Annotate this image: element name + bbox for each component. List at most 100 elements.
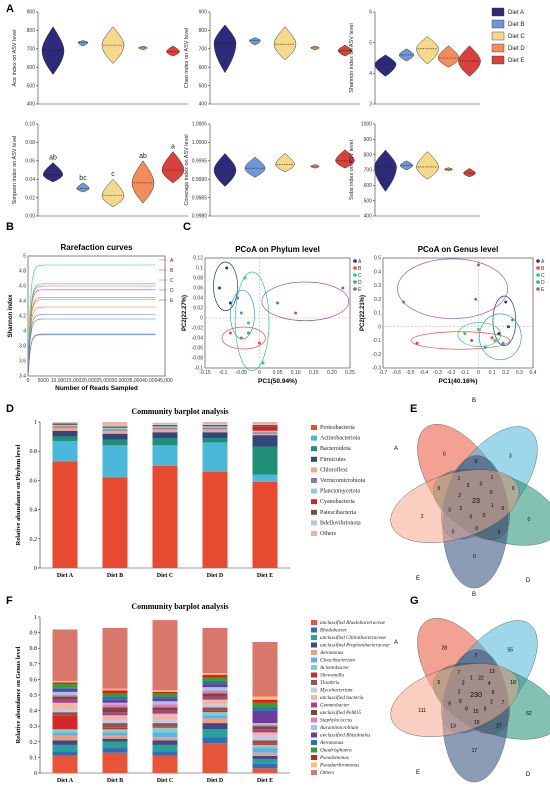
- x-axis-label: Number of Reads Sampled: [55, 385, 138, 392]
- x-axis-label: PC1(40.16%): [438, 378, 477, 385]
- bar-segment: [102, 738, 128, 742]
- x-axis-label: PC1(50.94%): [258, 378, 297, 385]
- bar-segment: [152, 751, 178, 756]
- bar-segment: [202, 723, 228, 730]
- x-tick-label: 0.10: [291, 370, 301, 376]
- venn-region-count: 0: [502, 506, 505, 512]
- confidence-ellipse-A: [492, 295, 517, 346]
- legend-label: D: [358, 280, 362, 286]
- legend-label: Verrucomicrobiota: [320, 478, 365, 484]
- venn-region-count: 55: [508, 648, 514, 654]
- point-D: [501, 341, 505, 345]
- legend-dot: [353, 273, 357, 277]
- bar-segment: [52, 461, 78, 568]
- violin-diet-e: [166, 45, 180, 57]
- legend-swatch: [311, 702, 317, 708]
- x-tick-label: -0.7: [379, 370, 388, 376]
- violin-diet-e: [161, 151, 185, 184]
- venn-region-count: 22: [478, 676, 484, 682]
- bar-segment: [252, 758, 278, 764]
- y-tick-label: 700: [27, 47, 36, 53]
- violin-diet-a: [213, 153, 237, 187]
- chart-title: Community barplot analysis: [131, 407, 228, 416]
- bar-segment: [152, 713, 178, 720]
- bar-segment: [52, 423, 78, 425]
- chart-title: Rarefaction curves: [60, 243, 133, 252]
- venn-region-count: 9: [484, 707, 487, 713]
- venn-set-label: D: [526, 578, 531, 584]
- confidence-ellipse-D: [230, 289, 255, 340]
- legend-swatch: [311, 650, 317, 655]
- y-tick-label: 0: [34, 566, 37, 572]
- violin-diet-c: [101, 26, 125, 64]
- violin-panel-6: 400 500 600 700 800 900 1000 Sobs index on ASV …: [349, 122, 480, 220]
- y-tick-label: 1000: [361, 122, 372, 128]
- legend-swatch: [311, 740, 317, 745]
- bar-segment: [52, 426, 78, 428]
- bar-segment: [102, 704, 128, 708]
- legend-swatch: [311, 770, 317, 775]
- venn-core-count: 23: [472, 498, 480, 505]
- point-B: [257, 341, 261, 345]
- violin-diet-c: [275, 153, 295, 173]
- venn-region-count: 9: [459, 699, 462, 705]
- bar-segment: [152, 723, 178, 727]
- bar-segment: [52, 422, 78, 424]
- bar-segment: [252, 702, 278, 708]
- legend-swatch: [491, 7, 505, 17]
- point-D: [247, 331, 250, 335]
- violin-panel-2: 400 500 600 700 800 900 Chao index on ASV leve…: [184, 10, 360, 108]
- bar-segment: [52, 702, 78, 710]
- bar-segment: [102, 430, 128, 434]
- y-axis-label: PC2(22.21%): [360, 295, 366, 331]
- legend-label: B: [541, 266, 545, 272]
- legend-label: Proteobacteria: [320, 425, 355, 431]
- venn-region-count: 8: [465, 706, 468, 712]
- point-D: [483, 345, 487, 349]
- legend-swatch: [491, 55, 505, 65]
- legend-label: Cyanobacteria: [320, 499, 355, 505]
- point-C: [463, 332, 467, 336]
- x-tick-label: -0.2: [447, 370, 456, 376]
- violin-diet-b: [76, 182, 90, 193]
- y-tick-label: 0.6: [30, 478, 38, 484]
- confidence-ellipse-B: [410, 331, 510, 350]
- violin-diet-d: [437, 45, 460, 68]
- violin-diet-b: [398, 48, 415, 62]
- venn-region-count: 0: [475, 526, 478, 532]
- legend-label: unclassified Rhizobiales: [320, 732, 370, 739]
- y-tick-label: 0.1: [30, 755, 38, 761]
- venn-region-count: 62: [526, 711, 532, 717]
- bar-segment: [202, 432, 228, 439]
- x-tick-label: Diet D: [207, 778, 224, 784]
- x-tick-label: Diet E: [257, 778, 273, 784]
- legend-swatch: [311, 755, 317, 760]
- y-tick-label: 0.9980: [192, 214, 208, 220]
- legend-swatch: [311, 747, 317, 753]
- bar-segment: [252, 426, 278, 431]
- legend-label: Pseudarthromonas: [319, 763, 359, 769]
- venn-set-E: [390, 469, 520, 543]
- point-C: [476, 328, 480, 331]
- bar-segment: [202, 710, 228, 713]
- legend-label: A: [358, 259, 362, 265]
- bar-segment: [202, 712, 228, 716]
- legend-swatch: [311, 446, 317, 452]
- y-axis-label: Sobs index on ASV level: [349, 140, 355, 200]
- significance-letter: bc: [79, 175, 87, 182]
- legend-label: Quadrisphaera: [320, 748, 352, 754]
- bar-segment: [152, 737, 178, 741]
- panel-label-B: B: [6, 221, 14, 233]
- violin-diet-a: [41, 26, 65, 76]
- y-tick-label: 700: [199, 47, 208, 53]
- legend-swatch: [311, 732, 317, 738]
- y-tick-label: 1: [34, 420, 37, 426]
- bar-segment: [252, 724, 278, 727]
- bar-segment: [202, 427, 228, 430]
- bar-segment: [152, 422, 178, 425]
- venn-region-count: 5: [438, 680, 441, 686]
- venn-core-count: 230: [470, 692, 482, 699]
- venn-region-count: 4: [488, 681, 491, 687]
- point-D: [236, 296, 240, 300]
- point-B: [228, 331, 232, 335]
